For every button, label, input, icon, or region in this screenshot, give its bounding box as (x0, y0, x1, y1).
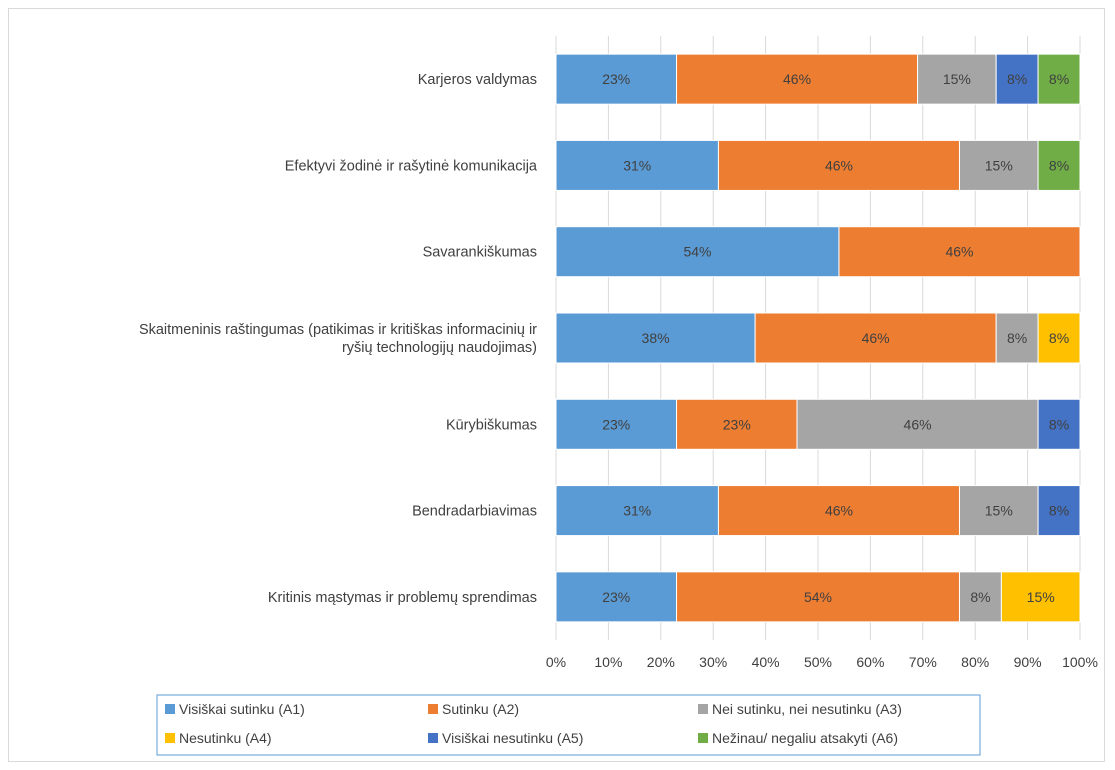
data-label: 15% (985, 503, 1013, 519)
bar-segment (555, 571, 678, 623)
bar-segment (1000, 571, 1081, 623)
data-label: 8% (1049, 71, 1069, 87)
data-label: 8% (1049, 503, 1069, 519)
category-label: Kūrybiškumas (446, 417, 537, 433)
category-label: Skaitmeninis raštingumas (patikimas ir k… (139, 322, 537, 356)
category-label-line: Bendradarbiavimas (412, 504, 537, 520)
bar-segment (1037, 485, 1081, 537)
bar-segment (555, 485, 719, 537)
data-label: 31% (623, 503, 651, 519)
data-label: 8% (1049, 330, 1069, 346)
category-label-line: Skaitmeninis raštingumas (patikimas ir k… (139, 322, 537, 338)
data-label: 23% (723, 416, 751, 432)
bar-segment (1037, 312, 1081, 364)
data-label: 8% (1049, 157, 1069, 173)
category-label: Savarankiškumas (423, 245, 537, 261)
legend-swatch (698, 704, 708, 714)
x-tick-label: 0% (546, 654, 566, 670)
bar-segment (754, 312, 997, 364)
category-label-line: Efektyvi žodinė ir rašytinė komunikacija (285, 158, 538, 174)
legend-label: Visiškai nesutinku (A5) (442, 730, 583, 746)
data-label: 31% (623, 157, 651, 173)
category-label-line: Kūrybiškumas (446, 417, 537, 433)
legend-label: Nežinau/ negaliu atsakyti (A6) (712, 730, 898, 746)
bar-segment (1037, 53, 1081, 105)
category-labels: Karjeros valdymas Efektyvi žodinė ir rašy… (139, 72, 538, 606)
bar-segment (838, 226, 1081, 278)
x-tick-label: 90% (1014, 654, 1042, 670)
x-tick-label: 20% (647, 654, 675, 670)
data-label: 38% (642, 330, 670, 346)
legend-label: Nei sutinku, nei nesutinku (A3) (712, 701, 902, 717)
data-label: 23% (602, 416, 630, 432)
legend-box (156, 694, 981, 756)
x-tick-label: 40% (752, 654, 780, 670)
bar-segment (555, 226, 840, 278)
category-label: Bendradarbiavimas (412, 504, 537, 520)
data-label: 8% (970, 589, 990, 605)
data-label: 54% (683, 244, 711, 260)
bar-segment (796, 398, 1039, 450)
bar-segment (555, 398, 678, 450)
data-label: 46% (904, 416, 932, 432)
bar-segment (555, 53, 678, 105)
x-tick-label: 100% (1062, 654, 1098, 670)
bar-segment (717, 139, 960, 191)
data-label: 46% (783, 71, 811, 87)
data-label: 46% (862, 330, 890, 346)
legend-swatch (428, 733, 438, 743)
data-label: 46% (945, 244, 973, 260)
bar-segment (958, 571, 1002, 623)
legend-label: Visiškai sutinku (A1) (179, 701, 305, 717)
x-tick-label: 50% (804, 654, 832, 670)
x-tick-label: 70% (909, 654, 937, 670)
bar-segment (1037, 139, 1081, 191)
data-label: 8% (1007, 71, 1027, 87)
data-label: 8% (1049, 416, 1069, 432)
bar-segment (1037, 398, 1081, 450)
bar-segment (676, 571, 960, 623)
bar-segment (917, 53, 997, 105)
bar-segment (995, 312, 1039, 364)
bar-segment (555, 312, 756, 364)
chart-frame (8, 8, 1105, 762)
bar-segment (995, 53, 1039, 105)
x-tick-label: 60% (856, 654, 884, 670)
data-label: 46% (825, 503, 853, 519)
legend-label: Sutinku (A2) (442, 701, 519, 717)
bar-segment (958, 139, 1039, 191)
x-axis-tick-labels: 0% 10% 20% 30% 40% 50% 60% 70% 80% 90% 100% (546, 654, 1098, 670)
data-label: 23% (602, 71, 630, 87)
data-label: 15% (1027, 589, 1055, 605)
category-label-line: ryšių technologijų naudojimas) (342, 340, 537, 356)
bars: 23% 46% 15% 8% 8% 31% 46% 15% 8% 54% 46% 38% 46% 8% 8%… (555, 53, 1081, 623)
category-label-line: Kritinis mąstymas ir problemų sprendimas (268, 590, 537, 606)
legend-swatch (428, 704, 438, 714)
category-label: Kritinis mąstymas ir problemų sprendimas (268, 590, 537, 606)
data-label: 8% (1007, 330, 1027, 346)
data-label: 46% (825, 157, 853, 173)
category-label: Efektyvi žodinė ir rašytinė komunikacija (285, 158, 538, 174)
data-label: 54% (804, 589, 832, 605)
legend-label: Nesutinku (A4) (179, 730, 272, 746)
bar-segment (717, 485, 960, 537)
bar-segment (958, 485, 1039, 537)
category-label-line: Savarankiškumas (423, 245, 537, 261)
category-label: Karjeros valdymas (418, 72, 537, 88)
data-label: 15% (985, 157, 1013, 173)
data-label: 23% (602, 589, 630, 605)
legend-swatch (698, 733, 708, 743)
data-label: 15% (943, 71, 971, 87)
category-label-line: Karjeros valdymas (418, 72, 537, 88)
legend-swatch (165, 704, 175, 714)
legend-swatch (165, 733, 175, 743)
legend: Visiškai sutinku (A1) Sutinku (A2) Nei sut… (156, 694, 981, 756)
x-tick-label: 10% (594, 654, 622, 670)
x-tick-label: 80% (961, 654, 989, 670)
x-tick-label: 30% (699, 654, 727, 670)
